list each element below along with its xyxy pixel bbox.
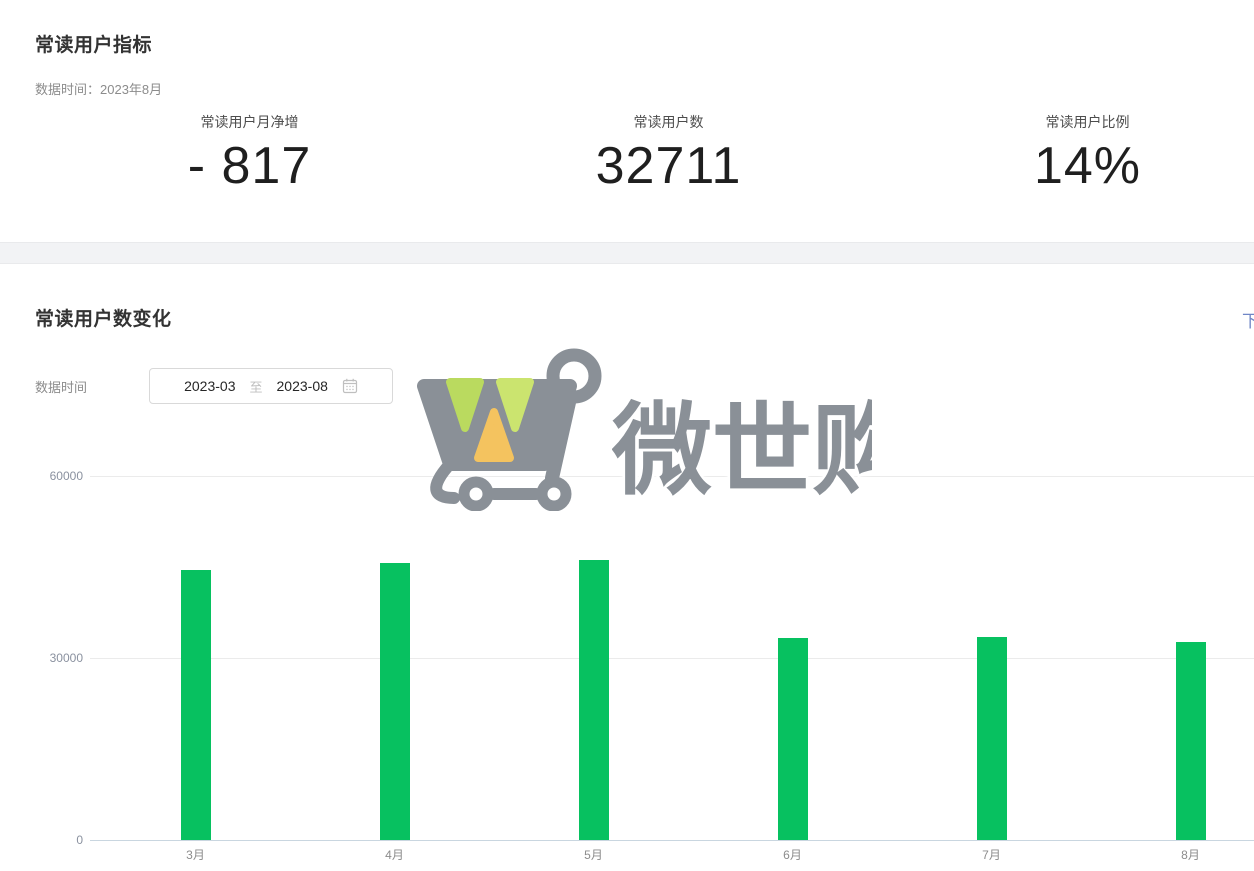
site-watermark: 微世购 <box>402 346 915 516</box>
end-date-value[interactable]: 2023-08 <box>276 378 328 394</box>
metrics-section-title: 常读用户指标 <box>35 35 153 56</box>
watermark-text-glyphs: 微世购 <box>612 395 872 507</box>
chart-section-title: 常读用户数变化 <box>35 309 172 330</box>
x-tick-7月: 7月 <box>982 848 1001 862</box>
gridline-60000 <box>90 476 1254 477</box>
bar-slot-7月 <box>892 476 1091 840</box>
shopping-cart-logo-icon <box>402 346 612 516</box>
bar-slot-3月 <box>96 476 295 840</box>
x-axis-labels: 3月 4月 5月 6月 7月 8月 <box>96 846 1254 863</box>
metrics-data-time: 数据时间：2023年8月 <box>35 82 163 97</box>
date-range-separator: 至 <box>249 379 263 395</box>
download-link[interactable]: 下载表格 <box>1242 312 1254 331</box>
stat-value: 32711 <box>595 137 742 195</box>
y-tick-0: 0 <box>76 833 83 847</box>
bar-chart: 60000 30000 0 <box>0 469 1254 847</box>
stats-row: 常读用户月净增 - 817 常读用户数 32711 常读用户比例 14% <box>40 112 1254 195</box>
date-filter-row: 数据时间 2023-03 至 2023-08 <box>35 368 394 404</box>
stat-label: 常读用户月净增 <box>200 114 299 130</box>
bar-3月[interactable] <box>180 570 211 840</box>
gridline-30000 <box>90 658 1254 659</box>
x-tick-4月: 4月 <box>385 848 404 862</box>
bar-slot-8月 <box>1091 476 1254 840</box>
stat-regular-reader-ratio: 常读用户比例 14% <box>878 112 1254 195</box>
stat-label: 常读用户数 <box>633 114 704 130</box>
stat-regular-readers: 常读用户数 32711 <box>459 112 878 195</box>
stat-label: 常读用户比例 <box>1045 114 1130 130</box>
x-tick-3月: 3月 <box>186 848 205 862</box>
metrics-section: 常读用户指标 数据时间：2023年8月 常读用户月净增 - 817 常读用户数 … <box>0 0 1254 242</box>
start-date-value[interactable]: 2023-03 <box>184 378 236 394</box>
x-tick-5月: 5月 <box>584 848 603 862</box>
bar-5月[interactable] <box>578 560 609 840</box>
bar-6月[interactable] <box>777 638 808 840</box>
x-axis-line <box>90 840 1254 841</box>
y-tick-30000: 30000 <box>49 651 83 665</box>
chart-section: 常读用户数变化 下载表格 数据时间 2023-03 至 2023-08 <box>0 264 1254 871</box>
x-tick-8月: 8月 <box>1181 848 1200 862</box>
bar-slot-6月 <box>693 476 892 840</box>
y-tick-60000: 60000 <box>49 469 83 483</box>
calendar-icon[interactable] <box>342 378 358 394</box>
bar-plot-area <box>96 476 1254 840</box>
bar-8月[interactable] <box>1175 642 1206 840</box>
bar-4月[interactable] <box>379 563 410 840</box>
date-filter-label: 数据时间 <box>35 379 88 395</box>
bar-slot-4月 <box>295 476 494 840</box>
stat-value: 14% <box>1033 137 1142 195</box>
bar-7月[interactable] <box>976 637 1007 840</box>
bar-slot-5月 <box>494 476 693 840</box>
watermark-brand-text: 微世购 <box>609 381 915 516</box>
x-tick-6月: 6月 <box>783 848 802 862</box>
date-range-picker[interactable]: 2023-03 至 2023-08 <box>149 368 394 404</box>
stat-monthly-net-increase: 常读用户月净增 - 817 <box>40 112 459 195</box>
stat-value: - 817 <box>187 137 312 195</box>
section-divider <box>0 242 1254 264</box>
